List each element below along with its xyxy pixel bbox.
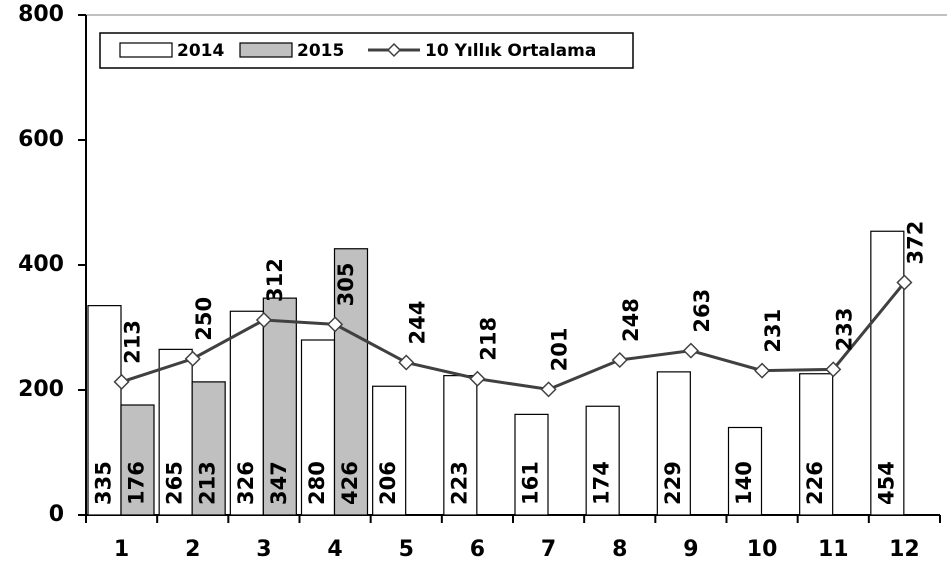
bar [191,381,226,516]
legend-label: 10 Yıllık Ortalama [425,41,596,61]
data-label: 213 [121,320,145,364]
data-label: 206 [376,461,400,505]
legend-box [99,32,634,69]
data-label: 426 [338,461,362,505]
data-label: 347 [267,461,291,505]
data-label: 231 [761,309,785,353]
bar [300,339,336,516]
data-label: 140 [732,461,756,505]
marker [896,274,913,291]
data-label: 229 [661,461,685,505]
bar [443,375,478,516]
data-label: 326 [234,461,258,505]
legend-label: 2014 [177,41,224,61]
marker [825,361,842,378]
bar [262,297,297,516]
legend-swatch [119,42,173,58]
x-tick-label: 10 [747,537,778,562]
y-tick-label: 0 [49,502,64,527]
bar [870,230,905,516]
marker [540,381,557,398]
data-label: 174 [590,461,614,505]
bar [799,373,834,516]
marker [327,316,344,333]
data-label: 218 [476,317,500,361]
x-tick-label: 6 [470,537,485,562]
data-label: 305 [334,263,358,307]
bar [229,310,264,516]
data-label: 263 [690,289,714,333]
data-label: 213 [196,461,220,505]
x-tick-label: 2 [185,537,200,562]
marker [469,370,486,387]
marker [255,311,272,329]
data-label: 248 [619,298,643,342]
marker [754,362,771,379]
bar [158,348,193,516]
marker [398,354,415,371]
data-label: 233 [832,308,856,352]
data-label: 176 [125,461,149,505]
data-label: 335 [92,461,116,505]
data-label: 201 [548,328,572,372]
data-label: 250 [192,297,216,341]
x-tick-label: 1 [114,537,129,562]
bar [333,248,369,516]
data-label: 226 [803,461,827,505]
x-tick-label: 5 [399,537,414,562]
bar [585,405,620,516]
bar [656,371,691,516]
x-tick-label: 7 [541,537,556,562]
x-tick-label: 9 [683,537,698,562]
x-tick-label: 4 [327,537,342,562]
bar [727,426,763,516]
data-label: 161 [519,461,543,505]
legend: 2014 2015 10 Yıllık Ortalama [99,32,634,69]
data-label: 372 [903,221,927,265]
legend-swatch [239,42,293,58]
y-tick-label: 200 [18,377,64,402]
line [121,281,906,391]
legend-marker [386,42,402,58]
y-tick-label: 400 [18,252,64,277]
marker [611,351,628,369]
bar [120,404,155,516]
bar [372,385,407,516]
data-label: 454 [874,461,898,505]
x-tick-label: 11 [818,537,849,562]
data-label: 223 [447,461,471,505]
marker [682,342,699,359]
bar [514,413,549,516]
x-tick-label: 3 [256,537,271,562]
data-label: 244 [405,301,429,345]
data-label: 312 [263,258,287,302]
data-label: 280 [305,461,329,505]
marker [184,350,201,367]
y-tick-label: 600 [18,127,64,152]
x-tick-label: 12 [889,537,920,562]
x-tick-label: 8 [612,537,627,562]
marker [113,373,130,390]
legend-label: 2015 [297,41,344,61]
data-label: 265 [163,461,187,505]
y-tick-label: 800 [18,2,64,27]
